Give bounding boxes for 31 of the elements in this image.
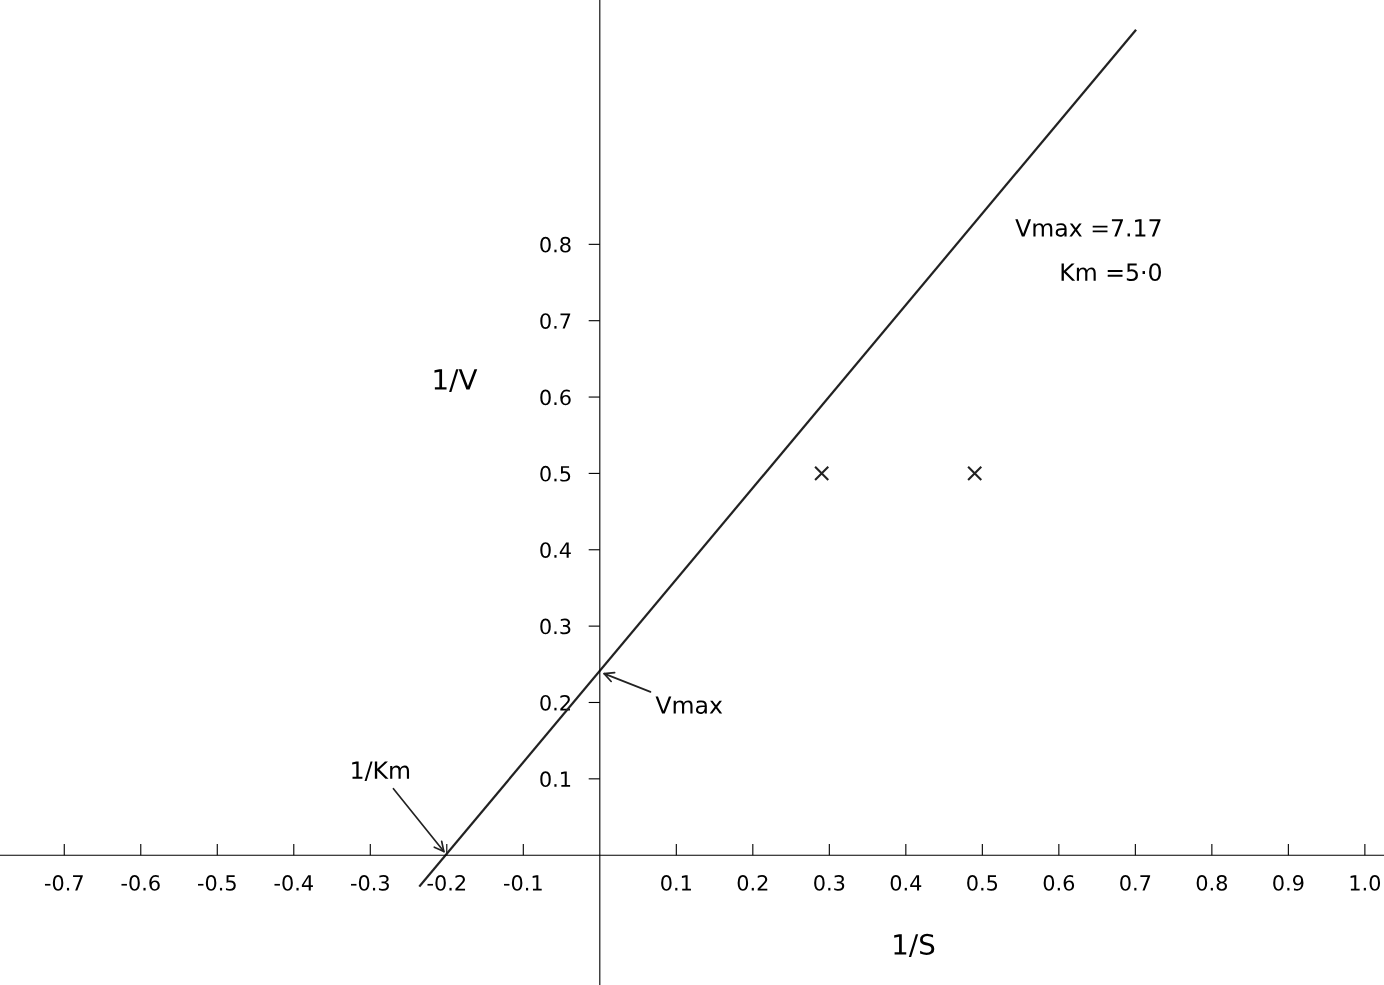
x-tick-label: 0.7 <box>1120 875 1151 891</box>
x-axis-title: 1/S <box>894 933 935 958</box>
y-tick-label: 0.6 <box>540 389 571 406</box>
x-tick-label: 0.8 <box>1196 875 1227 891</box>
y-tick-label: 0.5 <box>540 465 571 482</box>
x-tick-label: -0.4 <box>274 875 313 891</box>
x-tick-label: 0.2 <box>737 875 768 891</box>
x-tick-label: -0.5 <box>197 875 236 891</box>
x-tick-label: -0.6 <box>121 875 160 891</box>
x-tick-label: 0.1 <box>661 875 691 891</box>
x-tick-label: 0.3 <box>814 875 845 891</box>
x-tick-label: -0.3 <box>350 875 389 891</box>
y-tick-label: 0.3 <box>540 618 571 635</box>
annotation: Vmax =7.17 <box>1015 219 1161 237</box>
x-tick-label: 0.9 <box>1273 875 1304 891</box>
x-tick-label: -0.7 <box>44 875 83 891</box>
x-tick-label: -0.1 <box>504 875 542 891</box>
x-tick-label: -0.2 <box>427 875 466 891</box>
y-tick-label: 0.2 <box>540 694 570 711</box>
x-tick-label: 0.4 <box>890 875 922 891</box>
annotation: Vmax <box>655 696 723 714</box>
x-tick-label: 0.5 <box>967 875 998 891</box>
y-tick-label: 0.4 <box>540 542 571 558</box>
y-tick-label: 0.8 <box>540 236 571 253</box>
x-tick-label: 0.6 <box>1043 875 1075 891</box>
y-tick-label: 0.7 <box>540 313 571 329</box>
x-tick-label: 1.0 <box>1350 875 1381 891</box>
annotation: Km =5·0 <box>1061 263 1161 282</box>
y-axis-title: 1/V <box>434 369 478 393</box>
annotation: 1/Km <box>352 761 410 781</box>
y-tick-label: 0.1 <box>540 771 571 788</box>
